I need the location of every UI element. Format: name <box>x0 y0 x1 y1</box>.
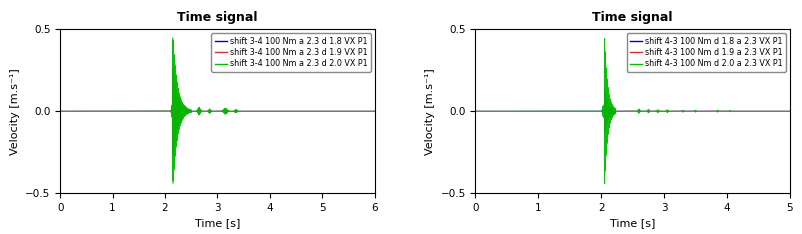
Title: Time signal: Time signal <box>593 11 673 24</box>
Legend: shift 3-4 100 Nm a 2.3 d 1.8 VX P1, shift 3-4 100 Nm a 2.3 d 1.9 VX P1, shift 3-: shift 3-4 100 Nm a 2.3 d 1.8 VX P1, shif… <box>211 33 371 72</box>
Y-axis label: Velocity [m.s⁻¹]: Velocity [m.s⁻¹] <box>425 68 435 154</box>
X-axis label: Time [s]: Time [s] <box>195 218 240 228</box>
Legend: shift 4-3 100 Nm d 1.8 a 2.3 VX P1, shift 4-3 100 Nm d 1.9 a 2.3 VX P1, shift 4-: shift 4-3 100 Nm d 1.8 a 2.3 VX P1, shif… <box>626 33 786 72</box>
Y-axis label: Velocity [m.s⁻¹]: Velocity [m.s⁻¹] <box>10 68 19 154</box>
X-axis label: Time [s]: Time [s] <box>610 218 655 228</box>
Title: Time signal: Time signal <box>177 11 257 24</box>
